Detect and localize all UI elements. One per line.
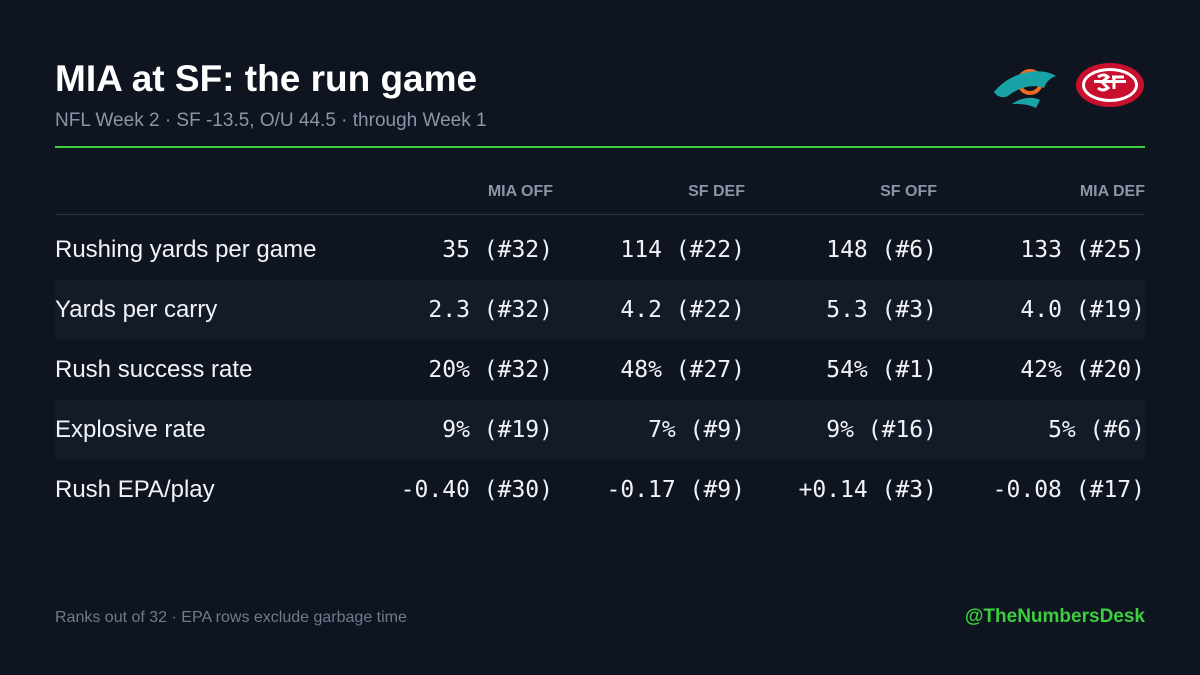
stat-cell: 4.2 (#22) xyxy=(620,297,745,323)
stat-cell: 7% (#9) xyxy=(648,417,745,443)
row-label: Explosive rate xyxy=(55,416,206,443)
title: MIA at SF: the run game xyxy=(55,58,478,99)
row-label: Rushing yards per game xyxy=(55,236,317,263)
stat-cell: -0.40 (#30) xyxy=(400,477,553,503)
row-label: Rush success rate xyxy=(55,356,253,383)
column-header: SF DEF xyxy=(688,183,745,200)
row-label: Yards per carry xyxy=(55,296,218,323)
stat-cell: 133 (#25) xyxy=(1020,237,1145,263)
header-rule xyxy=(55,214,1145,215)
column-header: MIA OFF xyxy=(487,183,553,200)
stat-cell: 9% (#19) xyxy=(442,417,553,443)
stat-cell: 148 (#6) xyxy=(826,237,937,263)
stat-cell: 20% (#32) xyxy=(428,357,553,383)
accent-rule xyxy=(55,146,1145,148)
stat-cell: 5.3 (#3) xyxy=(826,297,937,323)
column-header: MIA DEF xyxy=(1079,183,1145,200)
stat-cell: 114 (#22) xyxy=(620,237,745,263)
stat-cell: 9% (#16) xyxy=(826,417,937,443)
stat-cell: 5% (#6) xyxy=(1048,417,1145,443)
subtitle: NFL Week 2 · SF -13.5, O/U 44.5 · throug… xyxy=(55,110,487,131)
handle: @TheNumbersDesk xyxy=(964,606,1145,627)
dolphins-logo xyxy=(994,69,1056,108)
stat-cell: 42% (#20) xyxy=(1020,357,1145,383)
stat-cell: 54% (#1) xyxy=(826,357,937,383)
stat-cell: 35 (#32) xyxy=(442,237,553,263)
stat-cell: 2.3 (#32) xyxy=(428,297,553,323)
stat-cell: -0.17 (#9) xyxy=(606,477,745,503)
column-header: SF OFF xyxy=(880,183,937,200)
stat-cell: 48% (#27) xyxy=(620,357,745,383)
stat-cell: -0.08 (#17) xyxy=(992,477,1145,503)
stat-cell: +0.14 (#3) xyxy=(798,477,937,503)
team-logos xyxy=(994,63,1144,108)
stat-cell: 4.0 (#19) xyxy=(1020,297,1145,323)
row-label: Rush EPA/play xyxy=(55,476,215,503)
footnote: Ranks out of 32 · EPA rows exclude garba… xyxy=(55,609,407,626)
table-row xyxy=(55,400,1145,460)
49ers-logo xyxy=(1076,63,1144,107)
table-row xyxy=(55,280,1145,340)
